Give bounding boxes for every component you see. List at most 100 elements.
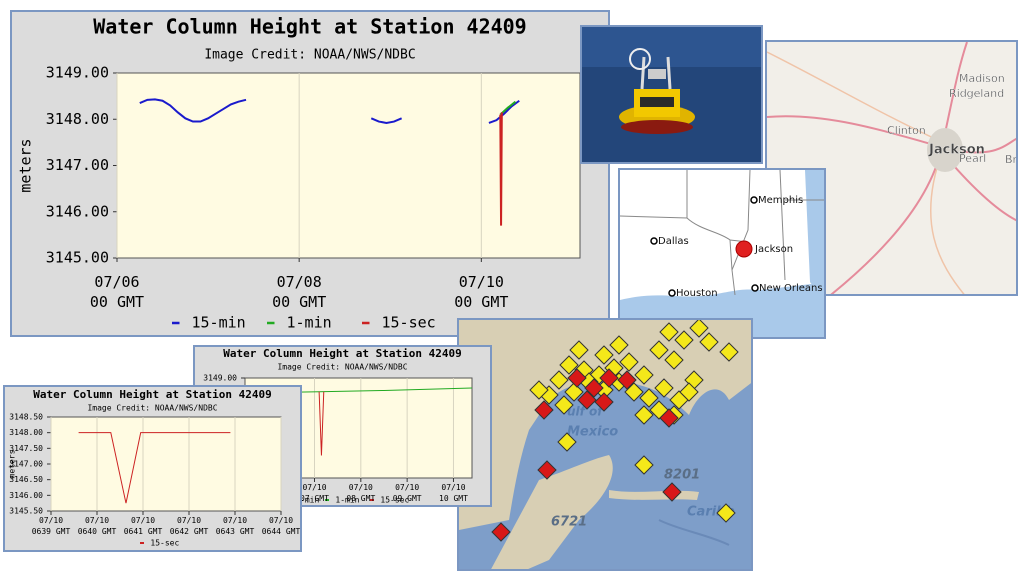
y-tick-label: 3146.50 (9, 475, 43, 484)
atlantic-water (805, 170, 824, 287)
data-line (78, 432, 231, 504)
station-marker (674, 330, 694, 350)
land (459, 320, 751, 530)
station-marker (549, 370, 569, 390)
station-marker (557, 432, 577, 452)
place-label: Madison (959, 72, 1005, 85)
chart-title: Water Column Height at Station 42409 (223, 347, 461, 360)
chart-subtitle: Image Credit: NOAA/NWS/NDBC (87, 404, 217, 413)
map-label: ulf of (567, 405, 604, 419)
x-tick-label: 07/10 00 GMT (454, 273, 509, 312)
city-marker (650, 237, 658, 245)
mast (666, 56, 672, 90)
y-tick-label: 3147.50 (9, 444, 43, 453)
station-marker (634, 455, 654, 475)
state-border (620, 170, 688, 219)
x-tick-label: 07/08 00 GMT (272, 273, 327, 312)
chart-subtitle: Image Credit: NOAA/NWS/NDBC (277, 363, 407, 372)
station-marker (689, 320, 709, 338)
y-tick-label: 3145.50 (9, 507, 43, 516)
city-marker (750, 196, 758, 204)
trench (658, 519, 730, 546)
us-map-drawing: Memphis Dallas Jackson Houston New Orleans (620, 170, 824, 337)
map-label: 6721 (551, 515, 587, 530)
map-label: Mexico (567, 425, 618, 440)
y-tick-label: 3147.00 (46, 156, 109, 174)
chart-title: Water Column Height at Station 42409 (93, 15, 526, 39)
x-tick-label: 07/10 0644 GMT (261, 516, 301, 536)
road (830, 146, 943, 294)
legend-label: 1-min (335, 496, 359, 505)
station-marker (619, 352, 639, 372)
station-marker (659, 408, 679, 428)
station-marker (567, 368, 587, 388)
y-axis-label: meters (8, 449, 17, 478)
place-label: Jackson (928, 143, 985, 158)
city-marker (668, 289, 676, 297)
station-marker (719, 342, 739, 362)
buoy-drawing (582, 27, 761, 162)
city-marker-highlight (735, 240, 753, 258)
station-marker (537, 460, 557, 480)
legend-label: 15-min (290, 496, 319, 505)
legend-label: 15-sec (150, 539, 179, 548)
x-tick-label: 07/10 07 GMT (300, 483, 329, 503)
station-marker (564, 382, 584, 402)
city-label: Houston (676, 288, 718, 299)
water-far (582, 27, 761, 67)
station-marker (716, 503, 736, 523)
station-marker (654, 378, 674, 398)
station-marker (617, 370, 637, 390)
legend-label: 15-sec (380, 496, 409, 505)
station-marker (569, 340, 589, 360)
x-tick-label: 07/06 00 GMT (89, 273, 145, 312)
y-tick-label: 3147.00 (9, 460, 43, 469)
data-line (499, 112, 503, 226)
plot-area (50, 416, 282, 512)
buoy-bottom (621, 120, 693, 134)
y-tick-label: 3148.00 (46, 110, 109, 128)
station-marker (662, 482, 682, 502)
x-tick-label: 07/10 0642 GMT (169, 516, 209, 536)
place-label: Bra (1005, 153, 1018, 166)
y-tick-label: 3149.00 (203, 374, 237, 383)
station-marker (491, 522, 511, 542)
city-label: Memphis (758, 195, 803, 206)
legend-label: 15-sec (382, 314, 436, 332)
mast (640, 56, 646, 90)
y-tick-label: 3148.50 (9, 413, 43, 422)
sensor (648, 69, 666, 79)
y-tick-label: 3149.00 (46, 64, 109, 82)
station-marker (534, 400, 554, 420)
station-marker (634, 365, 654, 385)
data-line (139, 98, 520, 124)
x-tick-label: 07/10 09 GMT (392, 483, 422, 503)
y-axis-label: meters (17, 138, 35, 192)
chart-title: Water Column Height at Station 42409 (33, 388, 271, 401)
station-marker (529, 380, 549, 400)
road (929, 151, 965, 294)
x-tick-label: 07/10 0640 GMT (77, 516, 117, 536)
buoy-band (640, 97, 674, 107)
chart-subtitle: Image Credit: NOAA/NWS/NDBC (204, 48, 415, 63)
x-tick-label: 07/10 0639 GMT (31, 516, 71, 536)
city-label: Dallas (658, 236, 689, 247)
station-marker (594, 345, 614, 365)
road (767, 51, 943, 143)
station-marker (624, 382, 644, 402)
antenna (629, 48, 651, 70)
state-border (731, 170, 751, 271)
y-tick-label: 3146.00 (9, 491, 43, 500)
station-marker (659, 322, 679, 342)
place-label: Ridgeland (949, 87, 1004, 100)
legend-label: 15-min (192, 314, 246, 332)
station-marker (664, 350, 684, 370)
station-marker (679, 382, 699, 402)
station-marker (559, 355, 579, 375)
station-marker (609, 335, 629, 355)
station-marker (584, 378, 604, 398)
x-tick-label: 07/10 10 GMT (439, 483, 468, 503)
city-marker (751, 284, 759, 292)
